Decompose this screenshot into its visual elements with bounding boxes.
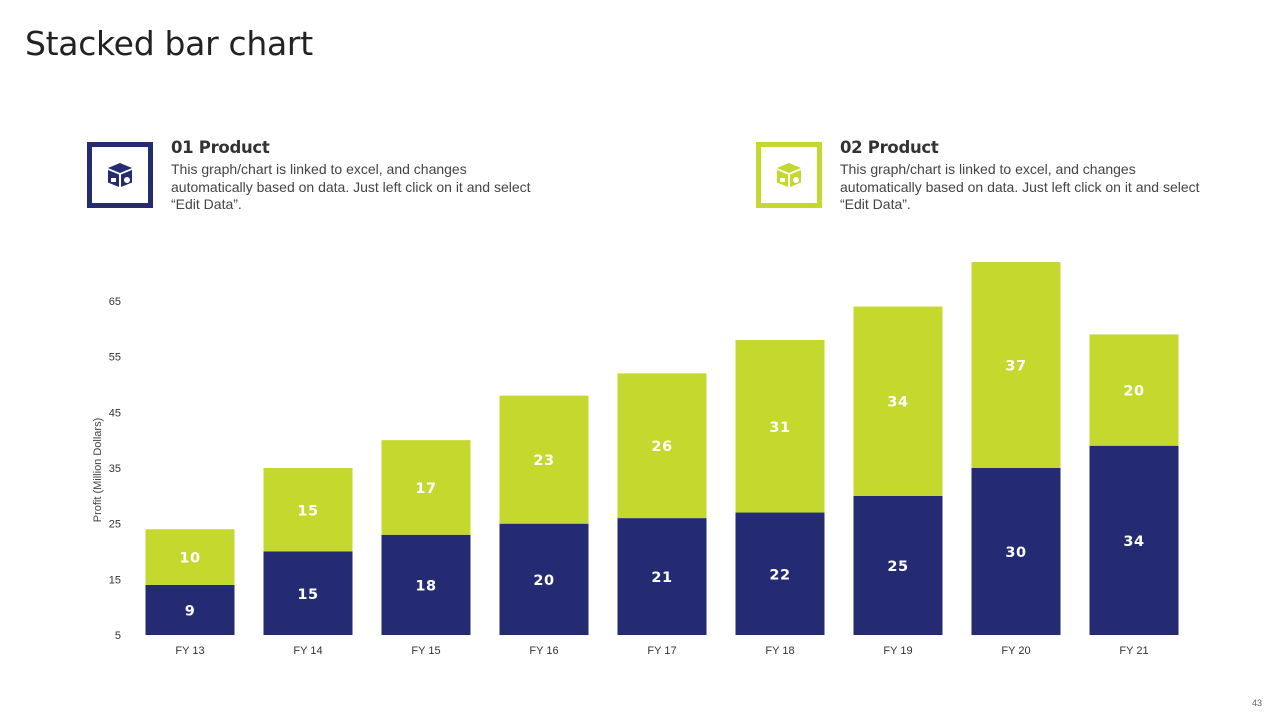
bar-segment-product-01 [145,584,235,635]
x-tick-label: FY 18 [765,645,794,657]
y-tick-label: 15 [109,574,121,586]
bar-data-label: 34 [1123,534,1144,550]
bar-data-label: 18 [415,578,436,594]
bar-data-label: 31 [769,420,790,436]
bar-segment-product-01 [617,518,707,635]
bar-segment-product-01 [971,468,1061,635]
legend-heading: 01 Product [171,138,270,157]
bar-segment-product-02 [499,395,589,524]
y-tick-label: 5 [115,630,121,642]
bar-segment-product-01 [853,495,943,635]
x-tick-label: FY 16 [529,645,558,657]
bar-segment-product-02 [853,306,943,496]
bar-data-label: 37 [1005,359,1026,375]
bar-data-label: 15 [297,503,318,519]
bar-segment-product-02 [971,262,1061,468]
bar-segment-product-02 [145,529,235,585]
package-box-icon [777,163,801,187]
x-tick-label: FY 14 [293,645,322,657]
x-tick-label: FY 20 [1001,645,1030,657]
bar-data-label: 10 [179,551,200,567]
page-number: 43 [1251,698,1262,708]
bar-data-label: 21 [651,570,672,586]
legend-description: This graph/chart is linked to excel, and… [840,161,1200,212]
bar-data-label: 23 [533,453,554,469]
bar-data-label: 9 [185,603,196,619]
bar-data-label: 22 [769,567,790,583]
slide-title: Stacked bar chart [25,24,313,63]
bar-data-label: 26 [651,439,672,455]
bar-segment-product-02 [735,339,825,513]
y-tick-label: 45 [109,407,121,419]
x-tick-label: FY 15 [411,645,440,657]
bar-segment-product-02 [263,468,353,552]
bar-data-label: 20 [1123,384,1144,400]
bar-segment-product-02 [617,373,707,519]
legend-icon-frame [87,142,153,208]
y-axis-label: Profit (Million Dollars) [92,418,104,523]
x-tick-label: FY 19 [883,645,912,657]
bar-segment-product-01 [263,551,353,635]
y-tick-label: 25 [109,519,121,531]
bar-segment-product-01 [735,512,825,635]
x-tick-label: FY 21 [1119,645,1148,657]
bar-data-label: 25 [887,559,908,575]
bar-data-label: 34 [887,395,908,411]
x-tick-label: FY 17 [647,645,676,657]
bar-data-label: 20 [533,573,554,589]
bar-segment-product-02 [381,440,471,535]
bar-segment-product-01 [499,523,589,635]
bar-segment-product-01 [381,534,471,635]
package-box-icon [108,163,132,187]
y-tick-label: 65 [109,296,121,308]
bar-data-label: 30 [1005,545,1026,561]
legend-description: This graph/chart is linked to excel, and… [171,161,531,212]
bar-data-label: 15 [297,587,318,603]
bar-segment-product-01 [1089,445,1179,635]
bar-data-label: 17 [415,481,436,497]
legend-heading: 02 Product [840,138,939,157]
y-tick-label: 55 [109,352,121,364]
bar-segment-product-02 [1089,334,1179,446]
legend-icon-frame [756,142,822,208]
y-tick-label: 35 [109,463,121,475]
x-tick-label: FY 13 [175,645,204,657]
